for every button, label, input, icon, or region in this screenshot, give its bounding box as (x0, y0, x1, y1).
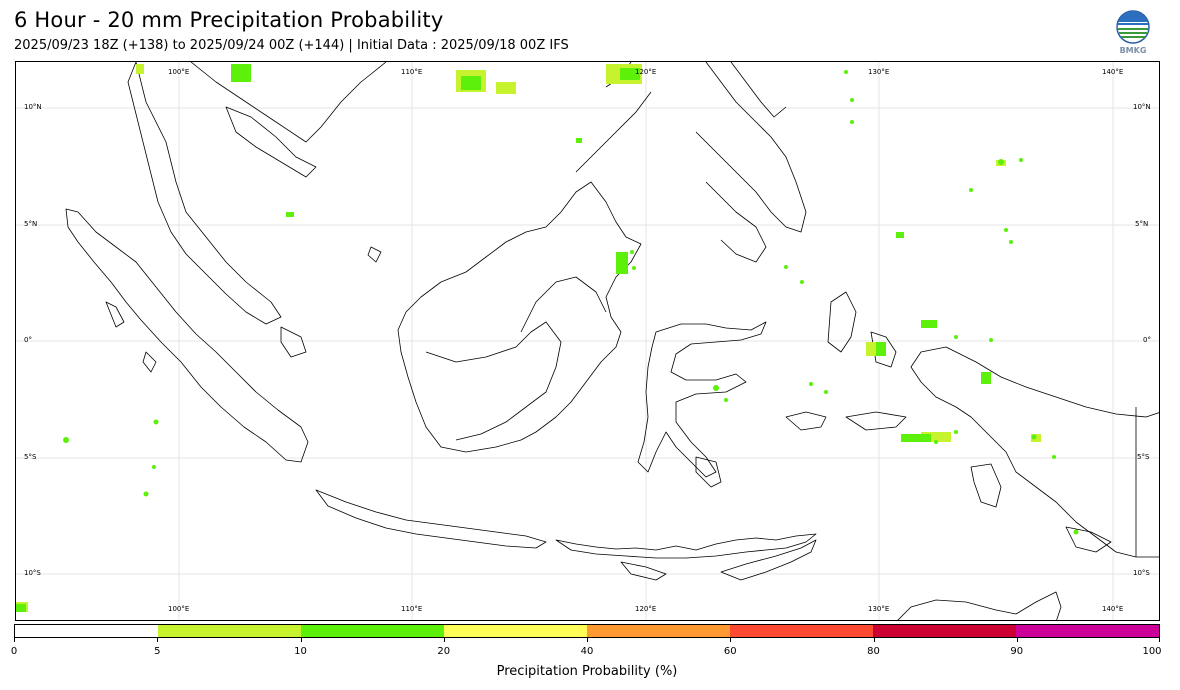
lon-tick-bottom-110: 110°E (401, 605, 423, 613)
colorbar-tick-label: 10 (294, 646, 307, 657)
colorbar-tick (730, 638, 732, 642)
lon-tick-top-140: 140°E (1102, 68, 1124, 76)
coastlines (65, 62, 1159, 620)
page-title: 6 Hour - 20 mm Precipitation Probability (14, 8, 444, 32)
grid-lines (16, 62, 1159, 620)
colorbar-segment (1016, 625, 1159, 637)
colorbar-tick (873, 638, 875, 642)
lat-tick-right-10s: 10°S (1133, 569, 1150, 577)
colorbar-tick-label: 90 (1010, 646, 1024, 657)
lat-tick-left-10n: 10°N (24, 103, 42, 111)
colorbar-tick (300, 638, 302, 642)
colorbar-tick-label: 20 (437, 646, 451, 657)
colorbar-tick-label: 60 (723, 646, 737, 657)
colorbar-tick-label: 100 (1142, 646, 1162, 657)
lat-tick-right-10n: 10°N (1133, 103, 1151, 111)
lon-tick-bottom-100: 100°E (168, 605, 190, 613)
colorbar-tick (157, 638, 159, 642)
lat-tick-right-5s: 5°S (1137, 453, 1150, 461)
lat-tick-left-5s: 5°S (24, 453, 37, 461)
precip-5-10-areas (16, 64, 1041, 612)
colorbar-tick (443, 638, 445, 642)
lon-tick-top-100: 100°E (168, 68, 190, 76)
lon-tick-top-130: 130°E (868, 68, 890, 76)
lon-tick-top-120: 120°E (635, 68, 657, 76)
precip-10-20-areas (16, 64, 1079, 612)
logo-text: BMKG (1120, 46, 1147, 55)
lat-tick-left-5n: 5°N (24, 220, 38, 228)
page-subtitle: 2025/09/23 18Z (+138) to 2025/09/24 00Z … (14, 38, 569, 53)
lon-tick-top-110: 110°E (401, 68, 423, 76)
colorbar (14, 624, 1160, 638)
colorbar-tick-label: 5 (154, 646, 161, 657)
colorbar-tick-label: 80 (867, 646, 880, 657)
colorbar-tick-label: 0 (10, 646, 18, 657)
colorbar-tick (1016, 638, 1018, 642)
bmkg-logo-icon: BMKG (1114, 10, 1152, 56)
lat-tick-left-0: 0° (24, 336, 32, 344)
colorbar-segment (444, 625, 587, 637)
lon-tick-bottom-140: 140°E (1102, 605, 1124, 613)
colorbar-title: Precipitation Probability (%) (496, 664, 678, 679)
colorbar-segment (158, 625, 301, 637)
colorbar-tick (587, 638, 588, 642)
lat-tick-right-0: 0° (1143, 336, 1151, 344)
colorbar-segment (730, 625, 873, 637)
lon-tick-bottom-120: 120°E (635, 605, 657, 613)
colorbar-segment (587, 625, 730, 637)
lat-tick-right-5n: 5°N (1135, 220, 1149, 228)
lon-tick-bottom-130: 130°E (868, 605, 890, 613)
colorbar-tick (1159, 638, 1160, 642)
colorbar-tick-label: 40 (580, 646, 594, 657)
lat-tick-left-10s: 10°S (24, 569, 41, 577)
colorbar-segment (301, 625, 444, 637)
colorbar-tick (14, 638, 15, 642)
colorbar-segment (15, 625, 158, 637)
colorbar-segment (873, 625, 1016, 637)
probability-map[interactable]: 100°E 110°E 120°E 130°E 140°E 100°E 110°… (15, 61, 1160, 621)
map-canvas (16, 62, 1159, 620)
